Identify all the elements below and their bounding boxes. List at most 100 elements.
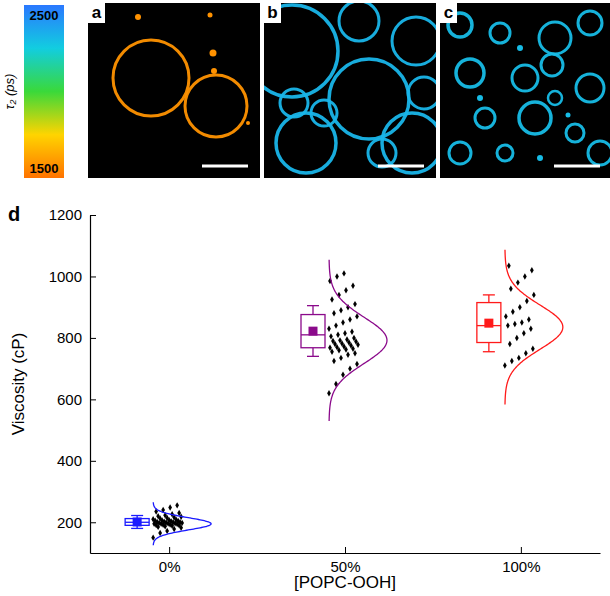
whisker-cap — [131, 515, 143, 516]
data-point — [344, 287, 348, 293]
data-point — [328, 345, 332, 351]
data-point — [350, 329, 354, 335]
data-point — [175, 502, 179, 508]
colorbar — [24, 5, 64, 178]
data-point — [165, 528, 169, 534]
particle — [210, 50, 217, 57]
panel-label: d — [8, 203, 20, 225]
vesicle — [329, 59, 409, 139]
data-point — [332, 310, 336, 316]
data-point — [336, 332, 340, 338]
whisker-cap — [483, 294, 495, 295]
data-point — [335, 273, 339, 279]
vesicle — [475, 108, 495, 128]
data-point — [346, 352, 350, 358]
colorbar-tick-label: 1500 — [30, 161, 59, 176]
x-tick: 50% — [330, 547, 360, 575]
vesicle — [276, 113, 336, 173]
data-point — [516, 279, 520, 285]
vesicle — [490, 23, 510, 43]
box — [477, 303, 501, 343]
y-tick-label: 600 — [57, 391, 82, 408]
micrograph-background — [88, 3, 260, 178]
x-tick: 0% — [159, 547, 181, 575]
y-tick-mark — [90, 399, 96, 400]
colorbar-tick-label: 2500 — [30, 8, 59, 23]
mean — [133, 517, 142, 526]
data-point — [503, 362, 507, 368]
vesicle — [280, 89, 308, 117]
scale-bar — [554, 165, 600, 168]
data-point — [352, 335, 356, 341]
data-point — [341, 319, 345, 325]
data-point — [343, 330, 347, 336]
data-point — [510, 358, 514, 364]
data-point — [531, 345, 535, 351]
micrograph: a — [88, 3, 260, 178]
y-tick: 200 — [57, 514, 96, 531]
data-point — [515, 335, 519, 341]
particle — [517, 45, 523, 51]
vesicle — [497, 145, 513, 161]
x-tick-mark — [169, 547, 170, 553]
data-point — [518, 304, 522, 310]
whisker — [312, 306, 313, 315]
vesicle — [113, 40, 189, 116]
panel-label-background — [264, 3, 281, 23]
micrograph-content — [448, 11, 610, 165]
data-point — [151, 516, 155, 522]
data-point — [513, 321, 517, 327]
panel-label: b — [267, 3, 277, 22]
plot-marks — [125, 250, 563, 546]
x-axis-line — [91, 553, 601, 554]
y-tick-label: 1200 — [49, 206, 82, 223]
box — [301, 315, 325, 348]
y-tick-mark — [90, 276, 96, 277]
x-axis: 0%50%100% — [91, 547, 601, 575]
data-point — [520, 319, 524, 325]
data-point — [327, 325, 331, 331]
scale-bar — [378, 165, 424, 168]
particle — [208, 13, 213, 18]
panel-label: a — [92, 3, 102, 22]
y-tick: 600 — [57, 391, 96, 408]
data-point — [355, 361, 359, 367]
vesicle — [541, 54, 563, 76]
data-point — [330, 296, 334, 302]
figure: 15002500τ₂ (ps)abcd200400600800100012000… — [0, 0, 610, 596]
data-point — [353, 350, 357, 356]
data-point — [338, 337, 342, 343]
data-point — [341, 372, 345, 378]
data-point — [329, 333, 333, 339]
data-point — [156, 513, 160, 519]
y-axis-title: Viscosity (cP) — [9, 333, 28, 436]
vesicle — [392, 17, 436, 65]
data-point — [509, 286, 513, 292]
data-point — [524, 350, 528, 356]
y-tick-mark — [90, 338, 96, 339]
data-point — [506, 322, 510, 328]
data-point — [332, 358, 336, 364]
whisker-cap — [131, 528, 143, 529]
y-tick: 400 — [57, 452, 96, 469]
data-point — [507, 262, 511, 268]
x-tick-mark — [345, 547, 346, 553]
whisker-cap — [307, 305, 319, 306]
whisker-cap — [483, 351, 495, 352]
y-axis-line — [90, 216, 91, 554]
panel-label-background — [440, 3, 457, 23]
data-point — [504, 313, 508, 319]
y-axis: 20040060080010001200 — [49, 206, 96, 553]
data-point — [339, 355, 343, 361]
x-tick-label: 0% — [159, 558, 181, 575]
vesicle — [449, 142, 471, 164]
y-tick-mark — [90, 215, 96, 216]
data-point — [168, 504, 172, 510]
vesicle — [519, 102, 551, 134]
y-tick: 800 — [57, 329, 96, 346]
data-point — [348, 316, 352, 322]
data-point — [348, 365, 352, 371]
particle — [135, 14, 141, 20]
vesicle — [185, 75, 247, 137]
data-point — [353, 301, 357, 307]
